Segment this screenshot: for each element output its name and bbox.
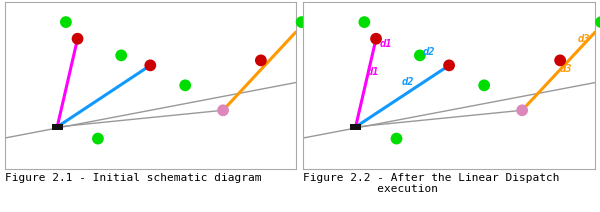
Point: [181, 84, 190, 87]
Point: [297, 20, 307, 24]
Point: [392, 137, 401, 140]
Text: Figure 2.1 - Initial schematic diagram: Figure 2.1 - Initial schematic diagram: [5, 173, 262, 183]
Point: [116, 54, 126, 57]
Text: Figure 2.2 - After the Linear Dispatch
           execution: Figure 2.2 - After the Linear Dispatch e…: [303, 173, 560, 194]
Text: d2: d2: [402, 77, 415, 87]
Point: [415, 54, 425, 57]
Text: d1: d1: [367, 67, 379, 77]
Point: [73, 37, 82, 40]
Point: [256, 59, 266, 62]
Point: [93, 137, 103, 140]
Point: [146, 64, 155, 67]
Point: [517, 109, 527, 112]
Point: [218, 109, 228, 112]
Text: d2: d2: [422, 47, 435, 57]
Point: [371, 37, 381, 40]
Bar: [52, 124, 63, 130]
Text: d3: d3: [560, 64, 572, 74]
Text: d3: d3: [577, 34, 590, 44]
Bar: [350, 124, 361, 130]
Point: [556, 59, 565, 62]
Point: [359, 20, 369, 24]
Text: d1: d1: [380, 39, 392, 49]
Point: [596, 20, 600, 24]
Point: [444, 64, 454, 67]
Point: [479, 84, 489, 87]
Point: [61, 20, 71, 24]
